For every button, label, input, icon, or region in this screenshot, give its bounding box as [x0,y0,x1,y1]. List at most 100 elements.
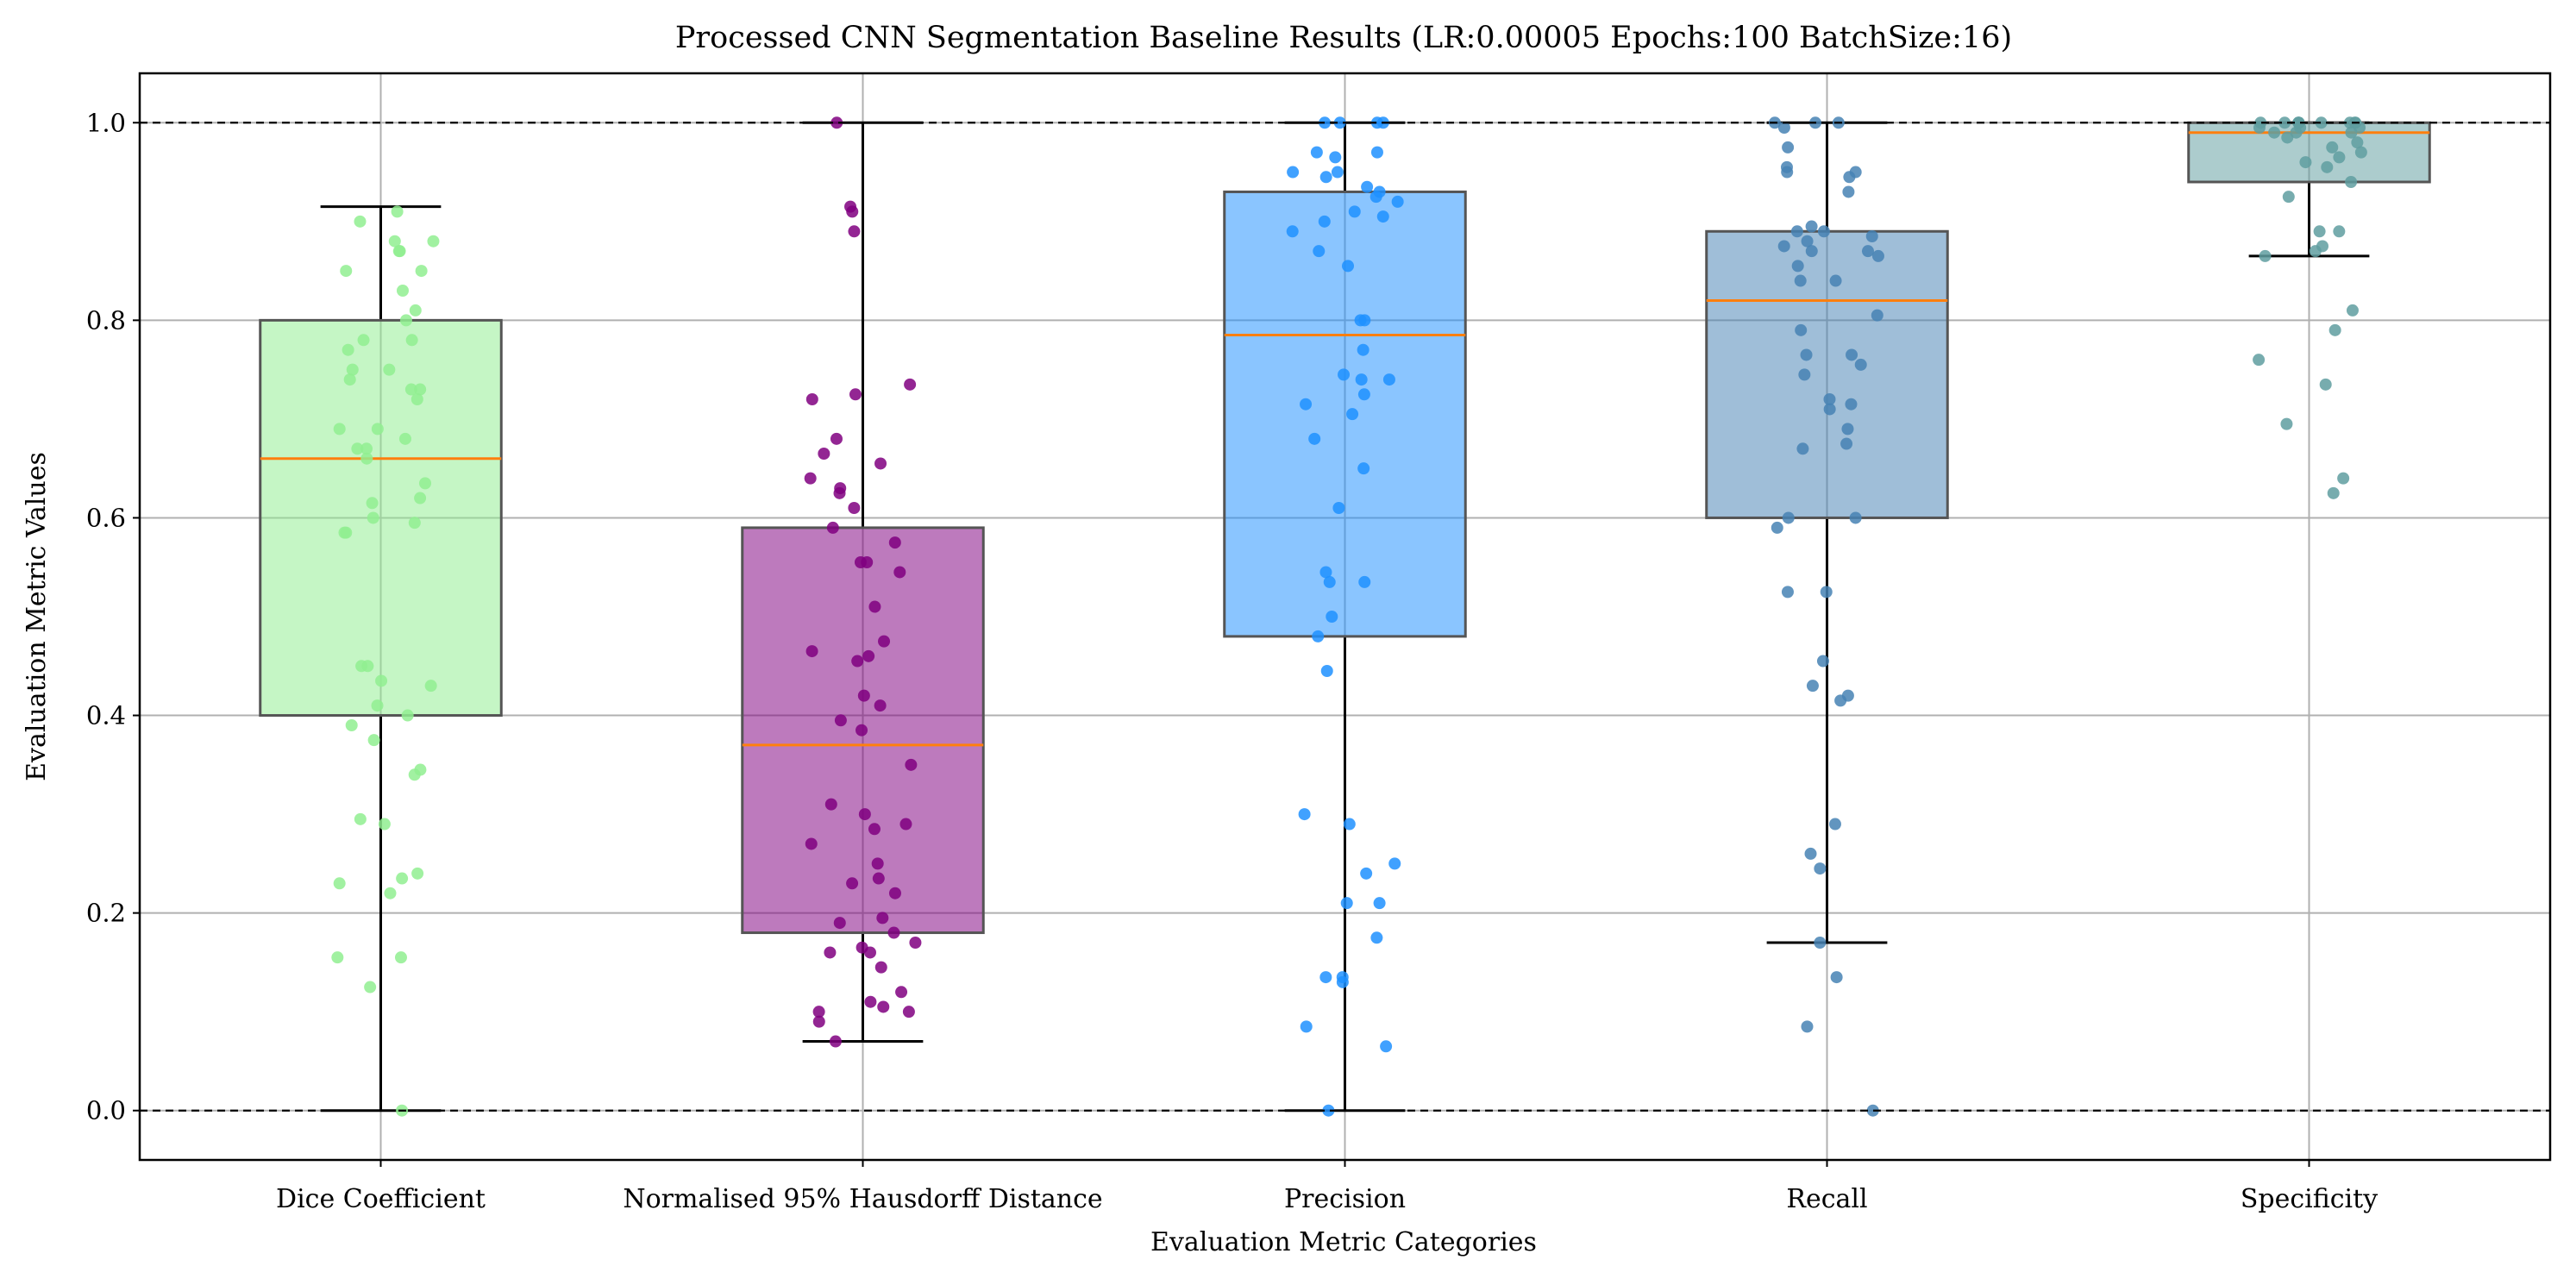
data-point [878,635,891,648]
data-point [340,265,353,278]
data-point [1790,225,1803,238]
data-point [893,566,906,579]
data-point [2328,323,2341,336]
data-point [1312,630,1325,642]
data-point [1320,665,1333,677]
data-point [812,1015,825,1028]
data-point [1358,575,1371,588]
data-point [418,477,431,490]
data-point [404,383,417,396]
data-point [1771,521,1783,534]
data-point [427,235,440,248]
data-point [2290,126,2303,139]
data-point [1782,141,1795,154]
data-point [1829,274,1842,287]
data-point [1319,116,1332,129]
data-point [1781,166,1794,179]
data-point [1806,680,1819,693]
data-point [862,649,875,662]
reference-lines [140,122,2550,1112]
data-point [2345,176,2358,188]
data-point [861,556,874,568]
data-point [364,981,377,994]
data-point [1373,897,1386,910]
data-point [868,823,881,836]
data-point [367,511,379,524]
y-tick-label: 0.8 [86,305,126,335]
data-point [1801,1020,1814,1033]
x-tick-label: Normalised 95% Hausdorff Distance [623,1184,1102,1214]
data-point [383,363,396,376]
data-point [1798,368,1811,381]
data-point [1777,240,1790,253]
data-point [877,1000,890,1013]
data-point [856,724,868,737]
data-point [1376,210,1389,223]
data-point [361,660,374,673]
data-point [1777,122,1790,134]
data-point [1343,818,1356,831]
data-point [829,1035,842,1048]
data-point [1323,575,1336,588]
box [1705,229,1949,519]
data-point [1865,230,1878,242]
data-point [360,442,373,455]
data-point [1341,260,1354,273]
data-point [1380,1040,1393,1053]
data-point [1322,1104,1335,1117]
data-point [872,872,885,885]
data-point [1370,931,1383,944]
data-point [414,492,427,505]
data-point [1329,151,1342,164]
data-point [398,432,411,445]
data-point [1370,146,1383,159]
data-point [411,867,424,880]
data-point [2333,225,2346,238]
data-point [1849,511,1862,524]
data-point [1796,442,1809,455]
data-point [895,986,908,999]
data-point [805,393,818,405]
data-point [394,951,407,964]
data-point [1287,166,1300,179]
data-point [338,526,351,539]
data-point [2299,156,2312,169]
data-point [2253,354,2266,367]
data-point [1814,937,1827,949]
data-point [371,699,384,712]
data-point [1794,274,1807,287]
data-point [1805,245,1818,258]
data-point [851,655,864,668]
data-point [424,680,437,693]
data-point [804,472,817,485]
data-point [858,808,871,821]
data-point [849,388,862,401]
y-tick-label: 0.4 [86,701,126,730]
y-tick-label: 0.2 [86,899,126,928]
data-point [399,314,412,327]
data-point [1814,862,1827,875]
data-point [1854,358,1867,371]
data-point [2259,249,2272,262]
data-point [343,373,356,386]
data-point [1308,432,1321,445]
data-point [1318,215,1331,228]
data-point [1791,260,1804,273]
data-point [824,946,837,959]
data-point [1319,566,1332,579]
y-tick-label: 0.0 [86,1096,126,1125]
y-axis-label: Evaluation Metric Values [22,452,52,781]
data-point [1382,373,1395,386]
data-point [1319,171,1332,184]
data-point [1391,195,1404,208]
data-point [1357,343,1369,356]
data-point [848,225,861,238]
data-point [1346,408,1359,421]
data-point [1782,511,1795,524]
data-point [1298,808,1311,821]
data-point [2280,417,2293,430]
data-point [888,887,901,900]
data-point [805,837,818,850]
x-tick-label: Recall [1786,1184,1867,1214]
x-tick-label: Specificity [2241,1184,2378,1214]
